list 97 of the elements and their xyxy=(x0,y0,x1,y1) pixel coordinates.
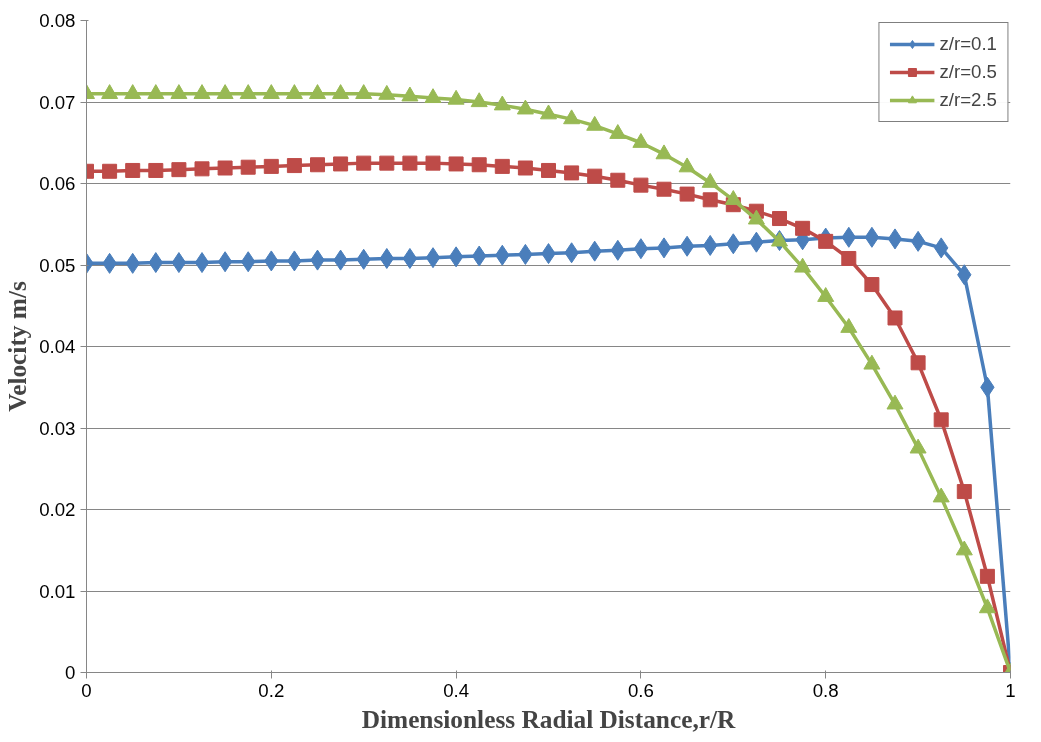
point xyxy=(448,246,464,268)
point xyxy=(309,84,326,99)
point xyxy=(632,133,650,148)
point xyxy=(541,162,556,178)
point xyxy=(864,226,880,248)
point xyxy=(310,157,325,173)
point xyxy=(956,484,972,500)
point xyxy=(679,186,695,202)
point xyxy=(656,181,672,197)
point xyxy=(217,251,233,273)
point xyxy=(516,99,534,115)
y-axis-title: Velocity m/s xyxy=(3,281,32,412)
point xyxy=(494,158,510,174)
point xyxy=(910,355,926,371)
point xyxy=(333,156,349,172)
point xyxy=(540,104,557,120)
y-tick-label: 0.04 xyxy=(39,336,76,357)
y-tick-label: 0 xyxy=(65,662,76,683)
legend-label: z/r=0.5 xyxy=(939,61,997,83)
point xyxy=(795,220,811,236)
x-tick-label: 0 xyxy=(81,679,92,701)
point xyxy=(263,158,279,174)
x-tick-label: 1 xyxy=(1005,679,1016,701)
point xyxy=(402,247,418,269)
point xyxy=(564,165,580,181)
point xyxy=(747,209,765,225)
legend-label: z/r=0.1 xyxy=(939,33,997,55)
point xyxy=(447,89,465,105)
point xyxy=(448,156,464,172)
point xyxy=(493,95,511,111)
point xyxy=(216,84,234,99)
point xyxy=(401,86,419,102)
point xyxy=(170,84,188,99)
point xyxy=(701,172,719,188)
point xyxy=(332,84,350,99)
point xyxy=(702,192,718,208)
point xyxy=(772,211,787,227)
point xyxy=(148,162,164,178)
point xyxy=(655,144,673,160)
point xyxy=(424,88,442,104)
point xyxy=(471,157,487,173)
point xyxy=(286,158,302,174)
point xyxy=(194,161,210,177)
point xyxy=(563,109,581,125)
y-tick-label: 0.03 xyxy=(39,417,76,439)
point xyxy=(724,190,742,205)
x-tick-label: 0.2 xyxy=(258,679,285,701)
point xyxy=(679,235,695,257)
point xyxy=(425,155,441,171)
point xyxy=(425,247,441,269)
y-tick-label: 0.06 xyxy=(39,173,76,194)
point xyxy=(633,177,649,193)
x-axis-title: Dimensionless Radial Distance,r/R xyxy=(361,704,736,733)
point xyxy=(285,84,303,99)
point xyxy=(378,84,396,100)
point xyxy=(356,155,372,171)
point xyxy=(402,155,418,171)
point xyxy=(933,412,949,428)
point xyxy=(240,159,256,175)
x-tick-label: 0.8 xyxy=(812,679,839,701)
point xyxy=(678,157,696,173)
y-tick-label: 0.02 xyxy=(39,499,76,520)
point xyxy=(887,228,903,250)
x-tick-label: 0.4 xyxy=(443,679,470,701)
y-tick-label: 0.01 xyxy=(39,580,76,602)
point xyxy=(633,238,649,260)
point xyxy=(102,163,118,179)
point xyxy=(355,84,373,99)
point xyxy=(171,162,187,178)
point xyxy=(910,230,926,252)
y-tick-label: 0.08 xyxy=(39,10,76,31)
point xyxy=(864,277,880,293)
point xyxy=(239,84,257,99)
point xyxy=(147,84,165,99)
point xyxy=(610,172,626,188)
point xyxy=(171,252,187,274)
point xyxy=(587,168,603,184)
point xyxy=(656,237,672,259)
x-tick-label: 0.6 xyxy=(627,679,654,701)
point xyxy=(470,92,488,108)
point xyxy=(887,310,903,326)
point xyxy=(124,84,142,99)
point xyxy=(586,115,604,131)
point xyxy=(609,124,627,139)
point xyxy=(101,84,119,99)
legend-label: z/r=2.5 xyxy=(939,89,997,111)
point xyxy=(217,160,233,176)
point xyxy=(818,233,834,249)
point xyxy=(193,84,211,99)
y-tick-label: 0.07 xyxy=(39,91,76,113)
point xyxy=(517,160,533,176)
point xyxy=(379,155,395,171)
y-tick-label: 0.05 xyxy=(39,254,76,276)
point xyxy=(125,162,141,178)
point xyxy=(194,252,210,274)
point xyxy=(262,84,280,99)
point xyxy=(841,250,857,266)
